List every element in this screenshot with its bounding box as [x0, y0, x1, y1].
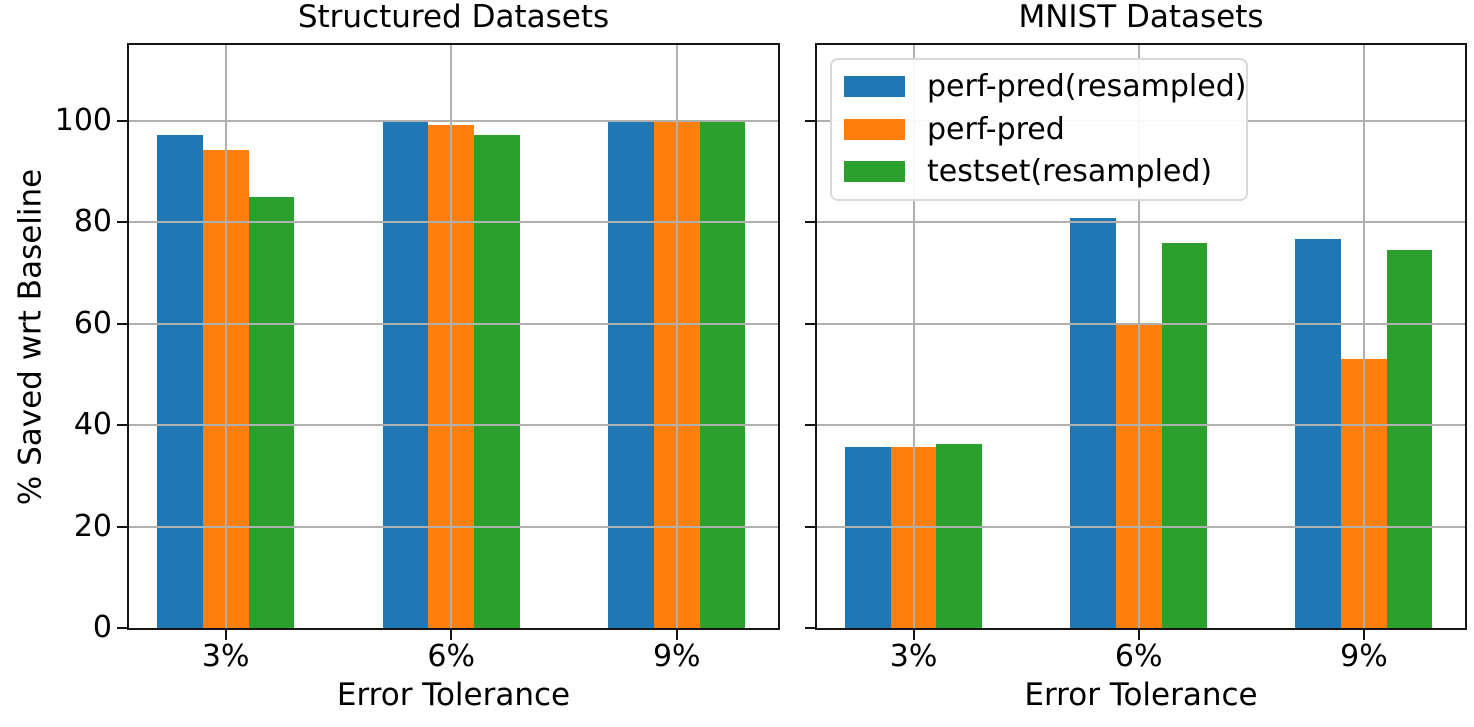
- bar-mnist-9%-perf-pred(resampled): [1295, 238, 1342, 628]
- bar-mnist-3%-testset(resampled): [936, 443, 983, 628]
- y-tick-mark: [117, 221, 127, 224]
- gridline-horizontal: [129, 120, 778, 123]
- y-axis-label: % Saved wrt Baseline: [12, 168, 49, 505]
- y-tick-mark: [117, 424, 127, 427]
- x-tick-mark: [450, 630, 453, 640]
- y-tick-mark: [805, 627, 815, 629]
- chart-title-mnist: MNIST Datasets: [1018, 0, 1264, 35]
- bar-mnist-9%-testset(resampled): [1386, 249, 1433, 628]
- legend-item-testset-resampled: testset(resampled): [844, 156, 1234, 188]
- x-tick-label-6%: 6%: [1114, 639, 1163, 674]
- x-axis-label-structured: Error Tolerance: [336, 677, 571, 713]
- y-tick-mark: [117, 322, 127, 325]
- y-tick-mark: [117, 120, 127, 123]
- bar-structured-3%-testset(resampled): [248, 197, 295, 628]
- x-tick-mark: [912, 630, 915, 640]
- x-tick-mark: [224, 630, 227, 640]
- x-tick-label-9%: 9%: [652, 639, 701, 674]
- x-tick-label-9%: 9%: [1340, 639, 1388, 674]
- bar-structured-3%-perf-pred(resampled): [157, 134, 203, 628]
- x-axis-label-mnist: Error Tolerance: [1024, 677, 1258, 713]
- x-tick-mark: [1137, 630, 1140, 640]
- y-tick-mark: [805, 120, 815, 123]
- axes-structured: 3% 6% 9% 0 20 40 60 80 100 Structured Datasets E…: [13, 2, 780, 711]
- gridline-vertical: [1137, 45, 1140, 628]
- y-tick-label-100: 100: [54, 103, 112, 139]
- y-tick-label-40: 40: [73, 407, 112, 443]
- bar-structured-9%-testset(resampled): [699, 122, 746, 628]
- y-tick-label-0: 0: [92, 610, 112, 645]
- bar-structured-6%-testset(resampled): [474, 135, 520, 628]
- gridline-horizontal: [817, 322, 1465, 325]
- bar-mnist-3%-perf-pred(resampled): [845, 447, 891, 628]
- legend-label-perf-pred-resampled: perf-pred(resampled): [927, 69, 1247, 104]
- legend-swatch-perf-pred-resampled-icon: [844, 76, 905, 98]
- y-tick-mark: [805, 221, 815, 224]
- bar-structured-9%-perf-pred(resampled): [608, 122, 654, 628]
- gridline-vertical: [912, 45, 915, 628]
- gridline-vertical: [1362, 45, 1365, 628]
- gridline-horizontal: [129, 221, 778, 224]
- gridline-horizontal: [817, 221, 1465, 224]
- gridline-horizontal: [129, 424, 778, 427]
- x-tick-mark: [675, 630, 678, 640]
- gridline-horizontal: [817, 424, 1465, 427]
- chart-title-structured: Structured Datasets: [297, 0, 610, 35]
- y-tick-label-20: 20: [73, 508, 112, 544]
- x-tick-label-3%: 3%: [889, 639, 938, 674]
- bar-mnist-6%-perf-pred(resampled): [1070, 217, 1116, 628]
- legend-item-perf-pred-resampled: perf-pred(resampled): [844, 71, 1246, 103]
- y-tick-mark: [805, 525, 815, 528]
- y-tick-mark: [117, 627, 127, 629]
- gridline-horizontal: [129, 322, 778, 325]
- legend-swatch-perf-pred-icon: [844, 118, 905, 140]
- gridline-vertical: [450, 45, 453, 628]
- legend-label-testset-resampled: testset(resampled): [927, 154, 1213, 189]
- x-tick-mark: [1362, 630, 1365, 640]
- legend-item-perf-pred: perf-pred: [844, 111, 1234, 147]
- y-tick-mark: [805, 322, 815, 325]
- bar-structured-6%-perf-pred(resampled): [382, 122, 429, 628]
- legend-label-perf-pred: perf-pred: [927, 111, 1065, 147]
- y-tick-mark: [117, 525, 127, 528]
- gridline-horizontal: [817, 525, 1465, 528]
- gridline-vertical: [224, 45, 227, 628]
- y-tick-label-60: 60: [73, 305, 112, 341]
- x-tick-label-3%: 3%: [201, 639, 250, 674]
- y-tick-mark: [805, 424, 815, 427]
- plot-area-structured: 3% 6% 9% 0 20 40 60 80 100: [55, 43, 780, 672]
- y-tick-label-80: 80: [73, 204, 112, 240]
- axes-mnist: 3% 6% 9% MNIST Datasets Error Tolerance pe…: [805, 2, 1467, 711]
- gridline-horizontal: [129, 525, 778, 528]
- gridline-vertical: [675, 45, 678, 628]
- legend: perf-pred(resampled) perf-pred testset(r…: [830, 58, 1248, 201]
- bar-mnist-6%-testset(resampled): [1161, 242, 1208, 628]
- x-tick-label-6%: 6%: [427, 639, 476, 674]
- legend-swatch-testset-resampled-icon: [844, 161, 905, 183]
